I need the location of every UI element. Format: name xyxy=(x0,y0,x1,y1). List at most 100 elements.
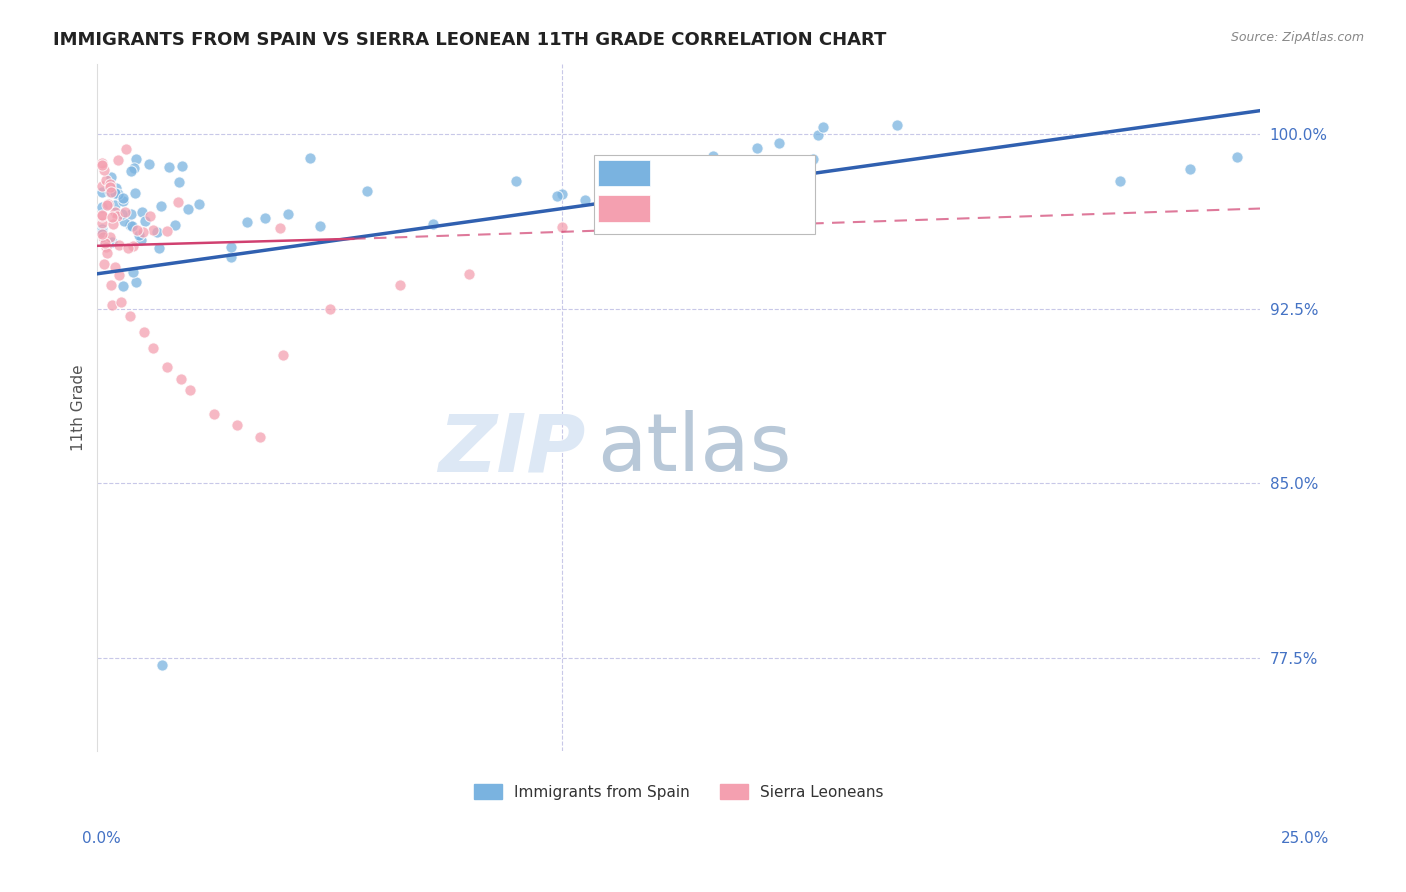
Point xyxy=(104,186,127,201)
Point xyxy=(807,128,830,142)
Point xyxy=(308,219,330,233)
Text: ZIP: ZIP xyxy=(439,410,586,488)
Point xyxy=(91,230,114,244)
Text: R =: R = xyxy=(657,163,693,182)
Point xyxy=(91,227,114,242)
Point xyxy=(702,148,724,162)
Point xyxy=(319,301,342,316)
Point xyxy=(91,158,114,172)
Point xyxy=(388,278,411,293)
Point xyxy=(551,220,574,235)
Point xyxy=(546,188,568,202)
Point xyxy=(249,430,271,444)
Point xyxy=(356,185,378,199)
Point xyxy=(118,309,141,323)
Point xyxy=(105,209,128,223)
Point xyxy=(115,141,138,155)
Point xyxy=(94,235,117,250)
Text: IMMIGRANTS FROM SPAIN VS SIERRA LEONEAN 11TH GRADE CORRELATION CHART: IMMIGRANTS FROM SPAIN VS SIERRA LEONEAN … xyxy=(53,31,887,49)
Point xyxy=(152,658,174,673)
Point xyxy=(221,251,243,265)
Point xyxy=(96,197,118,211)
Point xyxy=(100,169,122,184)
Point xyxy=(624,171,647,186)
Point xyxy=(801,152,824,166)
Point xyxy=(91,185,114,199)
Point xyxy=(219,240,242,254)
Point xyxy=(98,230,121,244)
FancyBboxPatch shape xyxy=(593,155,814,234)
Text: R =: R = xyxy=(657,200,693,218)
Point xyxy=(1109,173,1132,187)
Point xyxy=(148,241,170,255)
Point xyxy=(93,163,115,178)
Point xyxy=(107,153,129,168)
Point xyxy=(1226,150,1249,164)
Point xyxy=(134,214,156,228)
Point xyxy=(811,120,834,134)
Point xyxy=(167,175,190,189)
Point xyxy=(100,298,122,312)
Text: 25.0%: 25.0% xyxy=(1281,831,1329,846)
Point xyxy=(101,210,124,224)
Point xyxy=(105,181,128,195)
Point xyxy=(273,348,295,362)
Point xyxy=(107,186,129,201)
Legend: Immigrants from Spain, Sierra Leoneans: Immigrants from Spain, Sierra Leoneans xyxy=(468,778,890,805)
Point xyxy=(91,225,114,239)
Point xyxy=(120,207,142,221)
Point xyxy=(422,217,444,231)
Point xyxy=(104,260,127,275)
Y-axis label: 11th Grade: 11th Grade xyxy=(72,365,86,451)
Point xyxy=(269,221,291,235)
Point xyxy=(98,177,121,191)
Point xyxy=(163,218,186,232)
Point xyxy=(108,237,131,252)
Point xyxy=(177,202,200,216)
Point xyxy=(235,215,257,229)
Point xyxy=(94,236,117,251)
Point xyxy=(170,371,193,385)
Point xyxy=(125,153,148,167)
Text: 0.0%: 0.0% xyxy=(82,831,121,846)
FancyBboxPatch shape xyxy=(599,160,650,186)
Point xyxy=(104,205,127,219)
Point xyxy=(110,294,132,309)
Point xyxy=(138,157,160,171)
Point xyxy=(139,209,162,223)
Point xyxy=(91,200,114,214)
Point xyxy=(458,267,481,281)
Point xyxy=(96,239,118,253)
Point xyxy=(112,279,135,293)
Point xyxy=(551,186,574,201)
Point xyxy=(91,178,114,193)
Point xyxy=(1180,161,1202,176)
Point xyxy=(117,241,139,255)
Text: Source: ZipAtlas.com: Source: ZipAtlas.com xyxy=(1230,31,1364,45)
Text: 72: 72 xyxy=(783,163,804,182)
Point xyxy=(146,225,169,239)
Text: 0.054: 0.054 xyxy=(693,200,740,218)
Point xyxy=(93,257,115,271)
Point xyxy=(129,233,152,247)
Point xyxy=(277,207,299,221)
Point xyxy=(112,191,135,205)
Point xyxy=(505,174,527,188)
Point xyxy=(91,221,114,235)
FancyBboxPatch shape xyxy=(599,195,650,222)
Point xyxy=(747,141,769,155)
Point xyxy=(101,217,124,231)
Point xyxy=(101,235,124,250)
Point xyxy=(131,205,153,219)
Point xyxy=(111,194,134,208)
Point xyxy=(98,185,121,199)
Text: atlas: atlas xyxy=(598,410,792,488)
Point xyxy=(179,384,201,398)
Point xyxy=(886,118,908,132)
Point xyxy=(122,161,145,175)
Text: N =: N = xyxy=(741,163,787,182)
Point xyxy=(121,219,143,234)
Point xyxy=(112,213,135,227)
Point xyxy=(91,208,114,222)
Point xyxy=(142,342,165,356)
